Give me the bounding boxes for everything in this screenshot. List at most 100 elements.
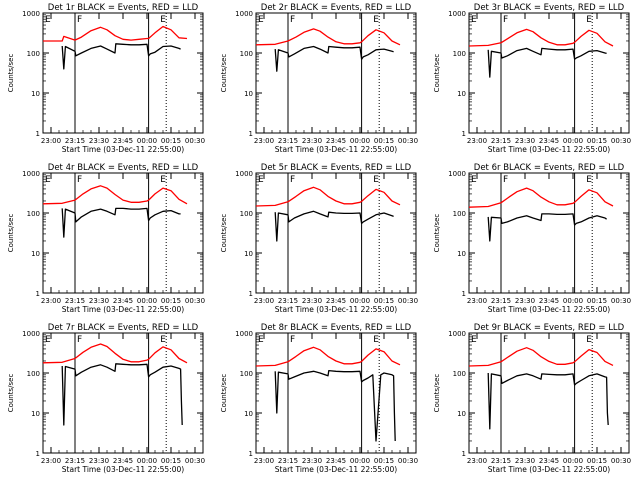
y-tick-label: 100: [27, 50, 40, 58]
panel-title: Det 4r BLACK = Events, RED = LLD: [48, 163, 199, 173]
panel-title: Det 1r BLACK = Events, RED = LLD: [48, 3, 199, 13]
segment-marker-f: F: [77, 15, 82, 25]
y-tick-label: 100: [453, 50, 466, 58]
x-tick-label: 23:15: [278, 457, 298, 465]
y-tick-label: 1: [462, 450, 466, 458]
segment-marker-e: E: [471, 175, 477, 185]
x-tick-label: 00:00: [563, 457, 583, 465]
x-tick-label: 23:45: [539, 457, 559, 465]
y-axis-label: Counts/sec: [220, 374, 228, 413]
x-tick-label: 23:30: [89, 457, 109, 465]
lld-series-line: [468, 28, 614, 47]
lld-series-line: [42, 185, 188, 205]
y-axis-label: Counts/sec: [433, 374, 441, 413]
events-series-line: [274, 210, 394, 242]
panel-det-5r: Det 5r BLACK = Events, RED = LLD Counts/s…: [220, 163, 418, 314]
events-series-line: [61, 207, 181, 238]
y-tick-label: 1000: [448, 330, 466, 338]
x-tick-label: 00:00: [137, 137, 157, 145]
x-tick-label: 23:30: [89, 297, 109, 305]
y-tick-label: 1: [36, 450, 40, 458]
x-tick-label: 23:00: [254, 297, 274, 305]
y-tick-label: 10: [457, 410, 466, 418]
x-tick-label: 00:00: [137, 297, 157, 305]
y-tick-label: 100: [27, 370, 40, 378]
x-axis-label: Start Time (03-Dec-11 22:55:00): [275, 465, 397, 474]
panel-title: Det 3r BLACK = Events, RED = LLD: [474, 3, 625, 13]
segment-marker-f: F: [503, 175, 508, 185]
lld-series-line: [255, 186, 401, 207]
y-tick-label: 1000: [448, 170, 466, 178]
segment-marker-f: F: [503, 335, 508, 345]
segment-marker-f: F: [77, 335, 82, 345]
segment-marker-e: E: [373, 335, 379, 345]
events-series-line: [61, 363, 183, 426]
x-tick-label: 23:00: [41, 457, 61, 465]
x-tick-label: 23:00: [41, 297, 61, 305]
x-tick-label: 23:15: [65, 137, 85, 145]
y-tick-label: 1000: [22, 170, 40, 178]
panel-title: Det 2r BLACK = Events, RED = LLD: [261, 3, 412, 13]
x-tick-label: 00:30: [611, 137, 631, 145]
y-tick-label: 100: [453, 370, 466, 378]
x-axis-label: Start Time (03-Dec-11 22:55:00): [62, 465, 184, 474]
x-axis-label: Start Time (03-Dec-11 22:55:00): [275, 305, 397, 314]
y-axis-label: Counts/sec: [433, 214, 441, 253]
lld-series-line: [255, 346, 401, 367]
y-tick-label: 1: [462, 130, 466, 138]
segment-marker-e: E: [160, 335, 166, 345]
panel-det-1r: Det 1r BLACK = Events, RED = LLD Counts/s…: [7, 3, 205, 154]
lld-series-line: [468, 187, 614, 208]
x-tick-label: 00:00: [137, 457, 157, 465]
x-tick-label: 00:00: [350, 457, 370, 465]
lld-series-line: [255, 28, 401, 46]
y-tick-label: 100: [27, 210, 40, 218]
x-tick-label: 00:30: [398, 457, 418, 465]
y-tick-label: 1000: [235, 10, 253, 18]
panel-title: Det 7r BLACK = Events, RED = LLD: [48, 323, 199, 333]
y-axis-label: Counts/sec: [433, 54, 441, 93]
y-tick-label: 10: [31, 250, 40, 258]
x-tick-label: 23:00: [467, 297, 487, 305]
y-tick-label: 10: [457, 250, 466, 258]
lld-series-line: [43, 25, 188, 42]
x-tick-label: 23:15: [278, 137, 298, 145]
segment-marker-e: E: [160, 175, 166, 185]
x-tick-label: 23:15: [491, 137, 511, 145]
y-tick-label: 100: [240, 50, 253, 58]
segment-marker-f: F: [77, 175, 82, 185]
lld-series-line: [468, 347, 614, 367]
x-axis-label: Start Time (03-Dec-11 22:55:00): [275, 145, 397, 154]
x-tick-label: 23:30: [302, 457, 322, 465]
segment-marker-e: E: [586, 175, 592, 185]
y-tick-label: 10: [244, 90, 253, 98]
x-tick-label: 23:00: [254, 137, 274, 145]
x-tick-label: 23:30: [89, 137, 109, 145]
y-tick-label: 1000: [235, 170, 253, 178]
x-tick-label: 23:30: [302, 297, 322, 305]
panel-title: Det 8r BLACK = Events, RED = LLD: [261, 323, 412, 333]
x-tick-label: 23:30: [515, 297, 535, 305]
x-tick-label: 00:15: [161, 457, 181, 465]
panel-det-4r: Det 4r BLACK = Events, RED = LLD Counts/s…: [7, 163, 205, 314]
x-axis-label: Start Time (03-Dec-11 22:55:00): [62, 145, 184, 154]
y-tick-label: 1: [36, 130, 40, 138]
x-tick-label: 00:30: [185, 137, 205, 145]
x-tick-label: 00:15: [161, 137, 181, 145]
x-tick-label: 23:30: [515, 137, 535, 145]
segment-marker-e: E: [471, 335, 477, 345]
x-tick-label: 00:15: [374, 297, 394, 305]
x-tick-label: 00:30: [398, 137, 418, 145]
events-series-line: [274, 369, 396, 442]
x-tick-label: 23:00: [254, 457, 274, 465]
segment-marker-e: E: [373, 175, 379, 185]
segment-marker-f: F: [290, 335, 295, 345]
x-axis-label: Start Time (03-Dec-11 22:55:00): [488, 305, 610, 314]
x-tick-label: 23:15: [491, 297, 511, 305]
lld-series-line: [42, 343, 188, 364]
x-tick-label: 23:45: [113, 457, 133, 465]
events-series-line: [487, 47, 607, 78]
panel-title: Det 5r BLACK = Events, RED = LLD: [261, 163, 412, 173]
x-tick-label: 23:15: [65, 297, 85, 305]
y-tick-label: 100: [453, 210, 466, 218]
